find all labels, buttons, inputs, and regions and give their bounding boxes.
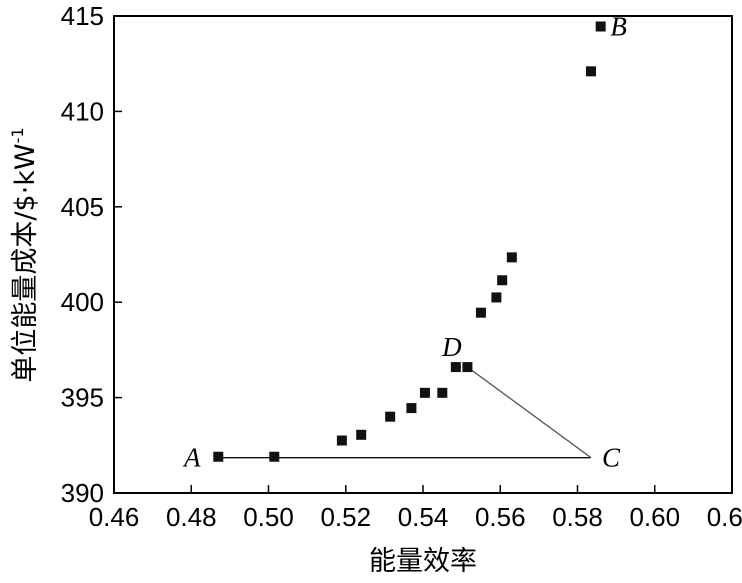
data-point (497, 275, 508, 286)
x-tick-label: 0.52 (320, 502, 371, 532)
y-axis-title-main: 单位能量成本/$·kW (10, 143, 41, 382)
y-tick-label: 415 (61, 1, 104, 31)
y-axis: 390 395 400 405 410 415 (61, 1, 122, 508)
data-point (385, 411, 396, 422)
y-tick-label: 410 (61, 96, 104, 126)
data-point (406, 403, 417, 414)
annotation-lines (218, 366, 592, 459)
data-point (595, 21, 606, 32)
y-axis-title-superscript: -1 (8, 127, 27, 143)
x-tick-label: 0.48 (166, 502, 217, 532)
y-tick-label: 400 (61, 287, 104, 317)
data-point (437, 387, 448, 398)
x-tick-label: 0.62 (707, 502, 742, 532)
data-point (462, 362, 473, 373)
data-point (586, 66, 597, 77)
y-tick-label: 395 (61, 383, 104, 413)
point-label-a: A (182, 443, 201, 473)
y-tick-label: 405 (61, 192, 104, 222)
data-point (419, 387, 430, 398)
x-axis: 0.46 0.48 0.50 0.52 0.54 0.56 0.58 0.60 0.62 (89, 485, 742, 532)
data-point (356, 429, 367, 440)
data-point (450, 362, 461, 373)
data-point (475, 307, 486, 318)
x-tick-label: 0.56 (475, 502, 526, 532)
x-tick-label: 0.54 (398, 502, 449, 532)
data-point (336, 435, 347, 446)
annotation-line (467, 366, 592, 459)
x-axis-title: 能量效率 (369, 546, 477, 577)
point-label-d: D (441, 332, 462, 362)
data-point (506, 252, 517, 263)
data-point (213, 451, 224, 462)
x-tick-label: 0.60 (629, 502, 680, 532)
y-axis-title: 单位能量成本/$·kW-1 (8, 127, 41, 382)
x-tick-label: 0.50 (243, 502, 294, 532)
x-tick-label: 0.46 (89, 502, 140, 532)
point-labels: A B C D (182, 11, 627, 472)
y-tick-label: 390 (61, 478, 104, 508)
data-point (491, 292, 502, 303)
data-points (213, 21, 606, 462)
point-label-b: B (610, 11, 627, 41)
data-point (269, 451, 280, 462)
x-tick-label: 0.58 (552, 502, 603, 532)
plot-frame (113, 15, 733, 494)
point-label-c: C (602, 443, 621, 473)
